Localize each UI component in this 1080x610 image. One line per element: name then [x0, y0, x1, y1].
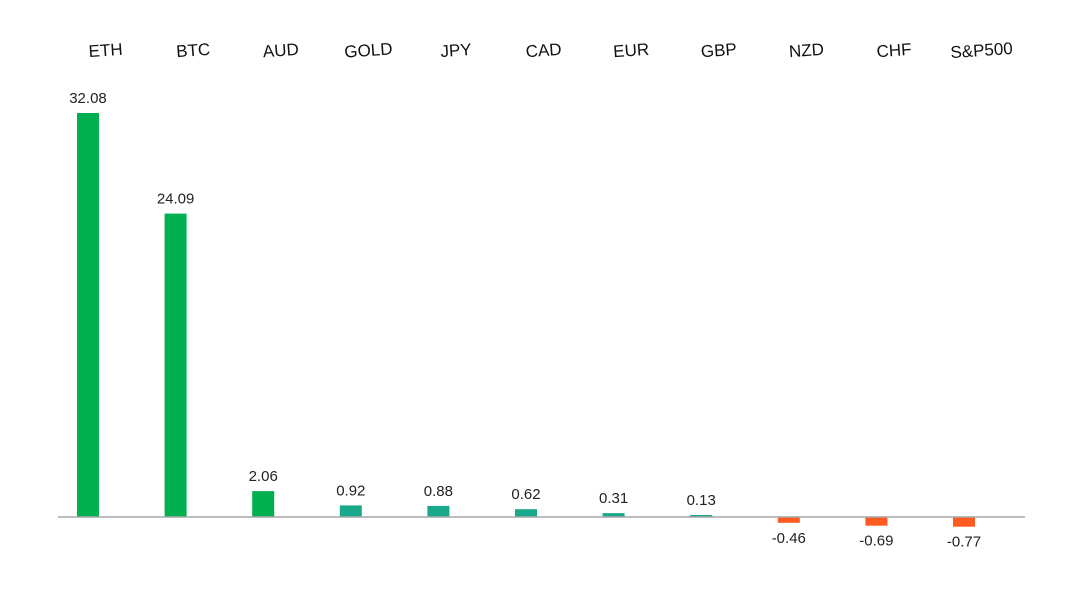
value-label-eur: 0.31: [599, 490, 628, 507]
category-labels: ETH BTC AUD GOLD JPY CAD EUR GBP NZD CHF S&P500: [88, 39, 1013, 62]
bars: [77, 113, 975, 527]
category-label-sandp500: S&P500: [950, 39, 1014, 62]
bar-sandp500: [953, 517, 975, 527]
category-label-nzd: NZD: [788, 40, 824, 61]
value-label-eth: 32.08: [69, 90, 107, 107]
value-label-chf: -0.69: [859, 533, 893, 550]
value-label-aud: 2.06: [249, 468, 278, 485]
bar-gold: [339, 505, 362, 517]
bar-aud: [252, 491, 275, 517]
category-label-jpy: JPY: [440, 40, 472, 61]
bar-btc: [164, 213, 187, 517]
value-labels: 32.08 24.09 2.06 0.92 0.88 0.62 0.31 0.13 -0.46 -…: [69, 90, 981, 551]
category-label-eth: ETH: [88, 40, 123, 61]
value-label-btc: 24.09: [157, 191, 195, 208]
bar-eur: [602, 513, 625, 517]
value-label-jpy: 0.88: [424, 483, 453, 500]
category-label-gold: GOLD: [344, 39, 393, 61]
value-label-cad: 0.62: [511, 486, 540, 503]
category-label-aud: AUD: [262, 40, 299, 61]
value-label-sandp500: -0.77: [947, 534, 981, 551]
bar-nzd: [777, 517, 800, 523]
category-label-cad: CAD: [525, 40, 562, 61]
category-label-eur: EUR: [613, 40, 650, 61]
category-label-gbp: GBP: [700, 40, 737, 61]
bar-cad: [515, 509, 537, 517]
bar-jpy: [427, 505, 450, 517]
value-label-gbp: 0.13: [687, 492, 716, 509]
category-label-btc: BTC: [176, 40, 211, 61]
bar-chf: [865, 517, 888, 526]
value-label-nzd: -0.46: [772, 530, 806, 547]
value-label-gold: 0.92: [336, 482, 365, 499]
bar-eth: [77, 113, 99, 517]
category-label-chf: CHF: [876, 40, 912, 61]
bar-gbp: [690, 515, 713, 517]
